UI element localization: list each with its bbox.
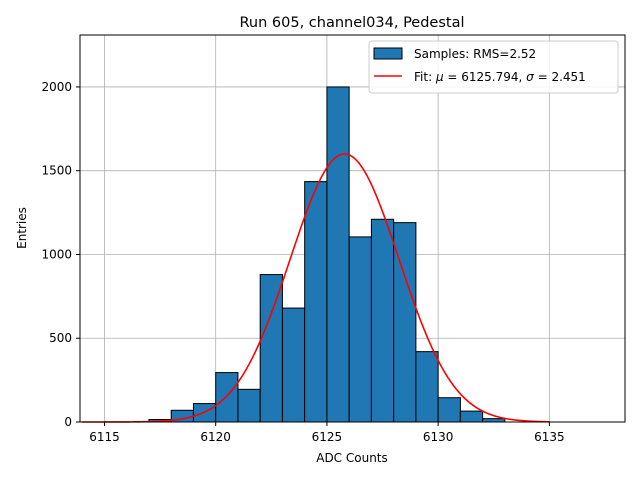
x-tick-label: 6130 (423, 430, 454, 444)
histogram-bar (437, 397, 461, 423)
histogram-bar (326, 86, 350, 423)
histogram-bar (415, 351, 439, 423)
y-tick-label: 0 (64, 415, 72, 429)
fit-curve (82, 153, 550, 423)
fit-label-sigma-symbol: σ (526, 70, 534, 84)
x-tick-label: 6115 (89, 430, 120, 444)
fit-label-prefix: Fit: (414, 70, 436, 84)
legend-histogram-swatch (373, 47, 403, 60)
legend-fit-label: Fit: μ = 6125.794, σ = 2.451 (414, 70, 586, 84)
fit-label-mu-symbol: μ (435, 70, 444, 84)
histogram-bar (237, 388, 261, 423)
legend-box (368, 40, 619, 94)
histogram-bar (304, 181, 328, 423)
y-tick-label: 1500 (41, 164, 72, 178)
fit-label-sigma-value: = 2.451 (534, 70, 586, 84)
histogram-bar (370, 218, 395, 423)
histogram-bar (215, 372, 239, 423)
histogram-bar (482, 418, 506, 423)
histogram-bars (148, 86, 506, 423)
legend-histogram-label: Samples: RMS=2.52 (414, 47, 536, 61)
x-tick-label: 6135 (534, 430, 565, 444)
y-axis-ticks: 0 500 1000 1500 2000 (41, 80, 80, 429)
y-tick-label: 1000 (41, 247, 72, 261)
chart-title: Run 605, channel034, Pedestal (239, 15, 464, 31)
x-axis-ticks: 6115 6120 6125 6130 6135 (89, 422, 565, 444)
x-tick-label: 6125 (312, 430, 343, 444)
y-axis-label: Entries (15, 207, 29, 249)
histogram-bar (259, 274, 283, 423)
histogram-bar (348, 236, 372, 423)
y-tick-label: 2000 (41, 80, 72, 94)
fit-label-mu-value: = 6125.794, (444, 70, 527, 84)
x-axis-label: ADC Counts (316, 451, 388, 465)
histogram-bar (281, 307, 306, 423)
x-tick-label: 6120 (200, 430, 231, 444)
axes-frame (79, 34, 626, 423)
y-tick-label: 500 (49, 331, 72, 345)
legend: Samples: RMS=2.52 Fit: μ = 6125.794, σ =… (368, 40, 619, 94)
histogram-bar (459, 410, 484, 423)
